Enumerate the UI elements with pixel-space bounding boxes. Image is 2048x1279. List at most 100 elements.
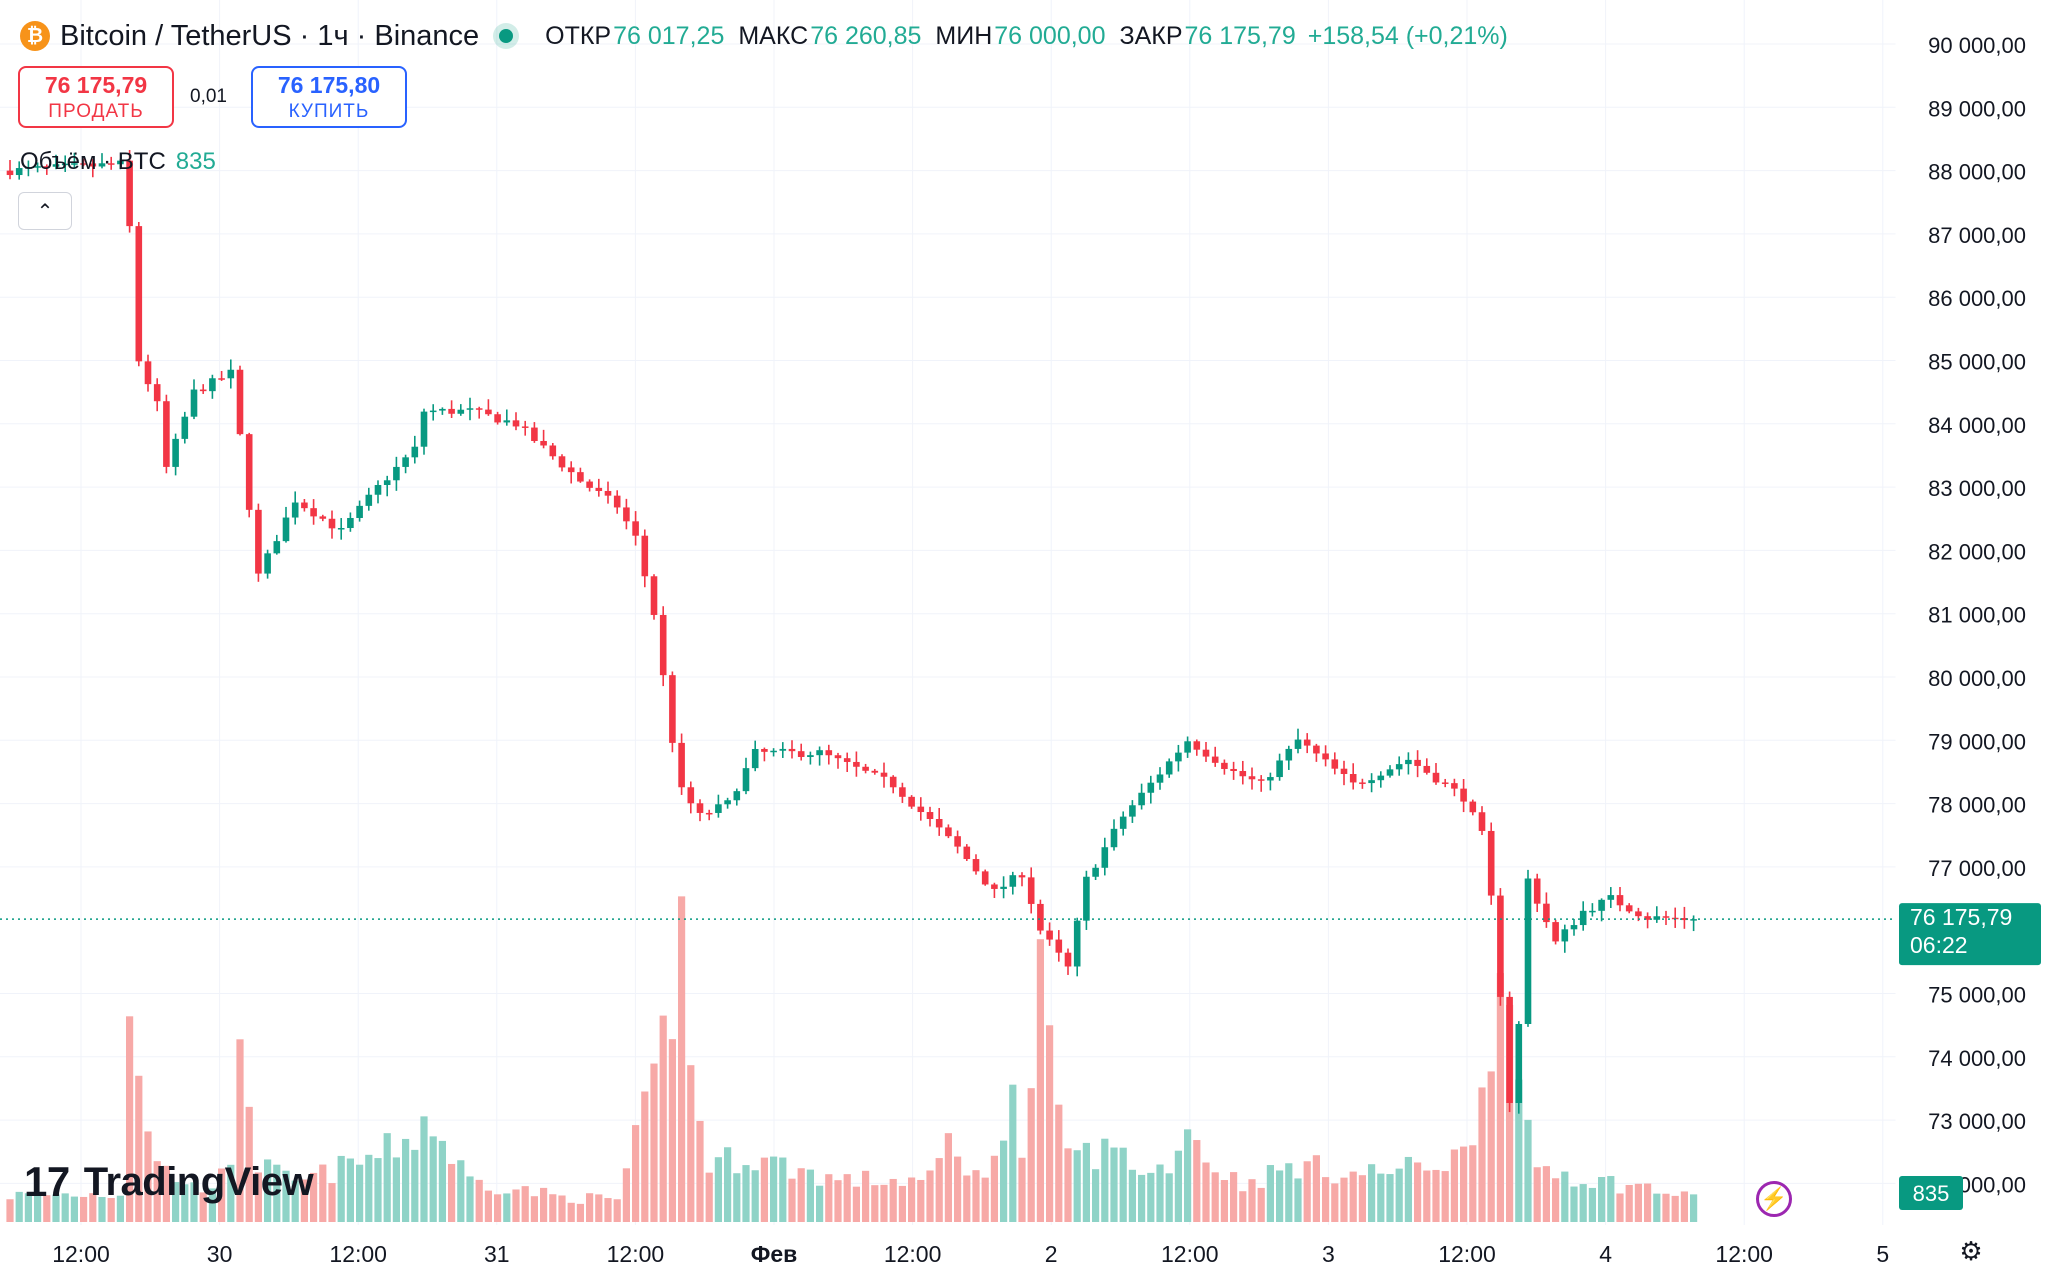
candle-body (457, 409, 465, 414)
gear-icon[interactable]: ⚙ (1959, 1235, 1983, 1266)
sell-button[interactable]: 76 175,79 ПРОДАТЬ (18, 66, 174, 128)
candle-body (705, 812, 713, 815)
time-tick-label: 12:00 (884, 1241, 942, 1267)
volume-bar (770, 1156, 778, 1222)
volume-bar (107, 1198, 115, 1222)
chevron-up-icon[interactable]: ⌃ (18, 192, 72, 230)
price-tick-label: 74 000,00 (1928, 1046, 2026, 1071)
volume-bar (52, 1194, 60, 1222)
volume-bar (650, 1063, 658, 1222)
candle-body (751, 748, 759, 769)
price-tick-label: 73 000,00 (1928, 1109, 2026, 1134)
volume-bar (687, 1065, 695, 1222)
candle-body (1000, 886, 1007, 889)
volume-bar (944, 1133, 952, 1222)
volume-bar (1165, 1173, 1173, 1222)
candle-body (604, 490, 612, 496)
candle-body (190, 389, 198, 417)
candle-body (1276, 760, 1283, 778)
volume-bar (300, 1179, 308, 1222)
volume-bar (797, 1168, 805, 1222)
candle-body (770, 750, 777, 753)
volume-bar (641, 1091, 649, 1222)
candle-body (393, 466, 400, 481)
candle-body (669, 675, 676, 743)
volume-bar (1404, 1156, 1412, 1222)
volume-bar (613, 1199, 621, 1222)
volume-bar (862, 1170, 870, 1222)
price-tick-label: 82 000,00 (1928, 539, 2026, 564)
volume-bar (475, 1179, 483, 1222)
market-status-icon[interactable] (499, 29, 514, 43)
time-axis[interactable]: 12:00 30 12:00 31 12:00 Фев 12:00 2 12:00 3 12:00 4… (52, 1241, 1889, 1267)
lightning-icon[interactable]: ⚡ (1756, 1181, 1792, 1217)
volume-bar (1027, 1088, 1035, 1222)
last-price-label: 76 175,79 06:22 (1899, 903, 2041, 966)
candle-body (954, 836, 961, 847)
price-tick-label: 86 000,00 (1928, 286, 2026, 311)
volume-bar (1395, 1168, 1403, 1222)
volume-bar (834, 1180, 842, 1222)
volume-bar (356, 1164, 364, 1222)
candle-body (1165, 761, 1173, 775)
volume-bar (1690, 1194, 1698, 1222)
time-tick-label: 12:00 (1715, 1241, 1773, 1267)
volume-bar (1414, 1162, 1422, 1222)
volume-bar (981, 1177, 989, 1222)
candle-body (862, 766, 869, 771)
candle-body (1110, 828, 1118, 848)
volume-bar (1147, 1172, 1155, 1222)
symbol-title[interactable]: Bitcoin / TetherUS · 1ч · Binance (60, 19, 480, 52)
candle-body (1579, 910, 1587, 926)
volume-bar (1073, 1150, 1081, 1222)
volume-bar (963, 1175, 971, 1222)
volume-bar (337, 1155, 345, 1222)
bitcoin-logo-icon[interactable]: ₿ (20, 21, 50, 51)
volume-bar (576, 1203, 584, 1222)
time-tick-label: 12:00 (607, 1241, 665, 1267)
candle-body (926, 812, 934, 820)
volume-bar (779, 1157, 787, 1222)
volume-bar (1441, 1171, 1449, 1222)
candle-body (972, 859, 980, 872)
candle-body (1083, 876, 1090, 921)
candle-body (1598, 899, 1605, 911)
volume-bar (1588, 1187, 1596, 1222)
volume-legend[interactable]: Объём · BTC 835 (20, 148, 216, 176)
volume-bar (659, 1015, 667, 1222)
price-tick-label: 78 000,00 (1928, 793, 2026, 818)
candle-body (540, 440, 547, 446)
price-tick-label: 79 000,00 (1928, 729, 2026, 754)
volume-bar (917, 1179, 925, 1222)
tradingview-logo[interactable]: 17 TradingView (24, 1158, 314, 1206)
open-label: ОТКР (545, 21, 612, 50)
candle-body (245, 434, 253, 510)
candle-body (1570, 925, 1578, 930)
time-tick-label: 12:00 (329, 1241, 387, 1267)
candle-body (383, 480, 391, 486)
candle-body (1349, 774, 1357, 783)
volume-bar (1634, 1183, 1642, 1222)
candle-body (15, 168, 23, 176)
volume-bar (1119, 1147, 1127, 1222)
candle-body (1156, 774, 1164, 783)
candle-body (337, 528, 345, 530)
buy-button[interactable]: 76 175,80 КУПИТЬ (251, 66, 407, 128)
candle-body (908, 796, 915, 807)
grid-lines (0, 0, 1896, 1225)
volume-bar (1542, 1166, 1550, 1222)
volume-bar (1487, 1071, 1495, 1222)
price-tick-label: 84 000,00 (1928, 413, 2026, 438)
volume-bar (1101, 1138, 1109, 1222)
candle-body (1552, 922, 1559, 942)
candle-body (1644, 916, 1651, 920)
price-tick-label: 80 000,00 (1928, 666, 2026, 691)
candle-body (503, 420, 511, 423)
candle-body (807, 755, 814, 757)
price-tick-label: 89 000,00 (1928, 96, 2026, 121)
volume-bar (392, 1157, 400, 1222)
candle-body (1129, 805, 1136, 817)
price-axis[interactable]: 90 000,00 89 000,00 88 000,00 87 000,00 86 0… (1928, 33, 2026, 1197)
volume-bar (871, 1185, 879, 1222)
